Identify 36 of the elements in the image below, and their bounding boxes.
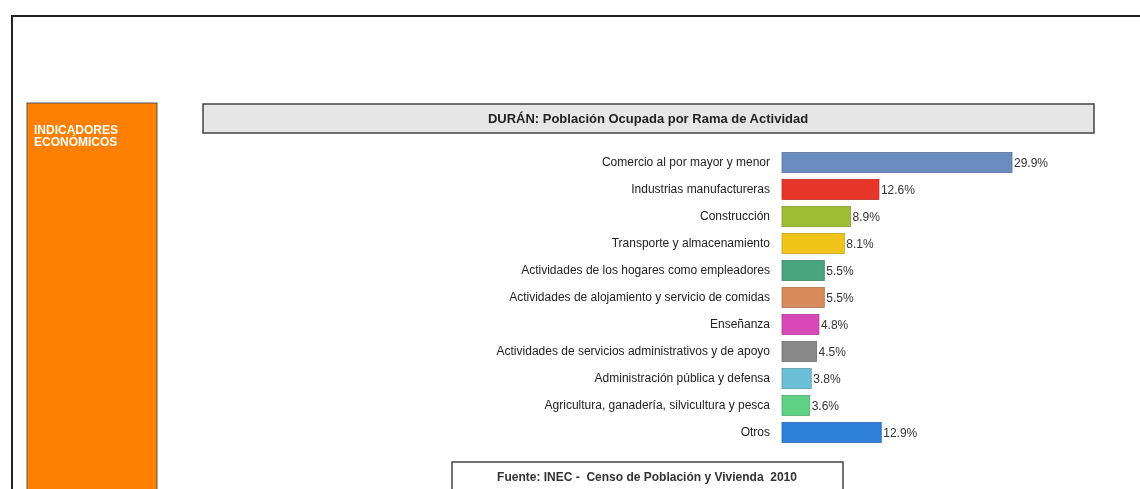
data-label: 12.9% bbox=[883, 425, 918, 440]
text: DURÁN: Población Ocupada por Rama de Actividad bbox=[487, 111, 809, 126]
data-label: 5.5% bbox=[826, 263, 854, 278]
y-tick-label: Transporte y almacenamiento bbox=[611, 236, 771, 251]
y-tick-label: Actividades de alojamiento y servicio de comidas bbox=[509, 290, 770, 305]
y-tick-label: Enseñanza bbox=[709, 317, 771, 332]
y-tick-label: Actividades de servicios administrativos y de apoyo bbox=[496, 344, 771, 359]
y-tick-label: Agricultura, ganadería, silvicultura y pesca bbox=[544, 398, 771, 413]
data-label: 8.9% bbox=[852, 209, 881, 224]
bar bbox=[781, 314, 820, 335]
bar bbox=[781, 233, 845, 254]
bar bbox=[781, 287, 825, 308]
y-tick-label: Administración pública y defensa bbox=[594, 371, 771, 386]
data-label: 29.9% bbox=[1014, 155, 1049, 170]
bar bbox=[781, 341, 818, 362]
bar bbox=[781, 422, 882, 443]
y-tick-label: Otros bbox=[740, 425, 770, 440]
source-note: Fuente: INEC - Censo de Población y Vivienda 2010 bbox=[497, 470, 798, 484]
y-tick-label: Actividades de los hogares como empleadores bbox=[521, 263, 770, 278]
y-tick-label: Comercio al por mayor y menor bbox=[601, 155, 770, 170]
side-panel: INDICADORES ECONÓMICOS bbox=[26, 102, 158, 489]
bar bbox=[781, 152, 1013, 173]
data-label: 4.5% bbox=[818, 344, 847, 359]
data-label: 3.8% bbox=[813, 371, 841, 386]
bar bbox=[781, 179, 880, 200]
bar bbox=[781, 206, 851, 227]
data-label: 8.1% bbox=[846, 236, 874, 251]
y-tick-label: Industrias manufactureras bbox=[631, 182, 770, 197]
data-label: 3.6% bbox=[811, 398, 840, 413]
bar bbox=[781, 395, 811, 416]
data-label: 4.8% bbox=[820, 317, 849, 332]
bar bbox=[781, 260, 825, 281]
data-label: 12.6% bbox=[880, 182, 916, 197]
y-tick-label: Construcción bbox=[699, 209, 770, 224]
data-label: 5.5% bbox=[826, 290, 854, 305]
bar bbox=[781, 368, 812, 389]
